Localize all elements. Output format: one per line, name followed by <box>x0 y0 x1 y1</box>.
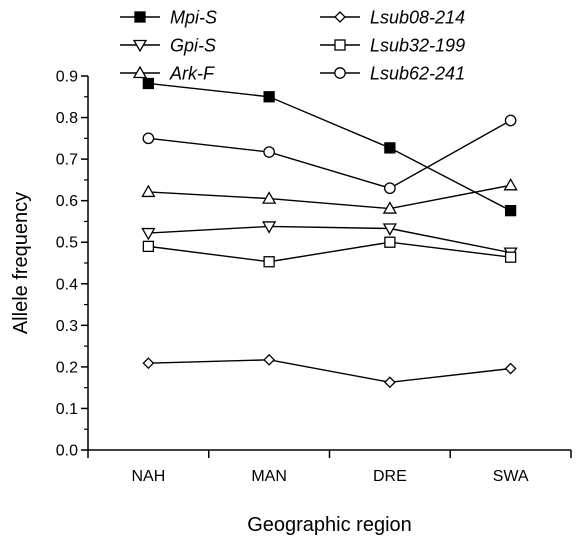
data-point <box>263 146 275 158</box>
legend-marker <box>134 11 146 23</box>
y-tick-label: 0.3 <box>56 318 78 335</box>
data-point <box>504 114 517 127</box>
x-axis-title: Geographic region <box>247 514 412 536</box>
x-tick-label: MAN <box>251 468 287 485</box>
x-tick-label: SWA <box>493 468 529 485</box>
series-Ark-F <box>141 177 518 214</box>
x-ticks: NAH MAN DRE SWA <box>87 450 572 485</box>
series-line <box>148 119 511 189</box>
legend-item: Lsub62-241 <box>320 64 465 84</box>
series-line <box>148 241 511 263</box>
data-point <box>142 357 155 370</box>
series-Mpi-S <box>142 77 517 217</box>
y-tick-label: 0.0 <box>56 443 78 460</box>
data-point <box>142 132 155 145</box>
legend-item: Lsub32-199 <box>320 36 465 56</box>
legend-label: Lsub62-241 <box>370 64 465 84</box>
legend-label: Mpi-S <box>170 8 217 28</box>
data-point <box>383 376 396 389</box>
series-line <box>148 359 511 383</box>
data-point <box>142 77 155 90</box>
series-line <box>148 225 511 254</box>
data-point <box>141 227 156 241</box>
x-tick-label: NAH <box>131 468 165 485</box>
y-tick-label: 0.6 <box>56 193 78 210</box>
legend-marker <box>132 39 148 53</box>
x-tick-label: DRE <box>373 468 407 485</box>
y-ticks: 0.0 0.1 0.2 0.3 0.4 0.5 0.6 0.7 0.8 0.9 <box>56 69 88 460</box>
series-layer <box>141 77 518 389</box>
data-point <box>263 353 276 366</box>
legend-item: Ark-F <box>120 64 215 84</box>
data-point <box>262 221 277 234</box>
data-point <box>384 142 396 154</box>
axes: 0.0 0.1 0.2 0.3 0.4 0.5 0.6 0.7 0.8 0.9 NAH MAN DRE… <box>56 69 572 485</box>
data-point <box>384 236 396 248</box>
data-point <box>263 256 275 268</box>
legend-marker <box>334 67 346 79</box>
series-Lsub08-214 <box>142 353 517 389</box>
legend: Mpi-S Gpi-S Ark-F Lsub08-214 Lsub32-199 Lsub6… <box>120 8 465 84</box>
series-Gpi-S <box>141 221 518 260</box>
series-Lsub62-241 <box>142 114 517 195</box>
legend-item: Mpi-S <box>120 8 217 28</box>
legend-label: Ark-F <box>169 64 215 84</box>
y-axis-title: Allele frequency <box>10 192 32 334</box>
data-point <box>262 191 277 204</box>
series-Lsub32-199 <box>142 236 517 268</box>
legend-marker <box>334 39 346 51</box>
legend-label: Lsub08-214 <box>370 8 465 28</box>
y-tick-label: 0.1 <box>56 401 78 418</box>
data-point <box>384 182 396 195</box>
y-tick-label: 0.9 <box>56 69 78 86</box>
data-point <box>504 204 517 217</box>
legend-item: Gpi-S <box>120 36 216 56</box>
y-tick-label: 0.2 <box>56 359 78 376</box>
series-line <box>148 82 511 212</box>
data-point <box>503 177 518 191</box>
y-tick-label: 0.4 <box>56 276 78 293</box>
data-point <box>141 184 156 198</box>
data-point <box>504 251 517 263</box>
legend-label: Lsub32-199 <box>370 36 465 56</box>
data-point <box>263 91 275 103</box>
legend-marker <box>334 11 346 23</box>
data-point <box>382 201 397 214</box>
y-tick-label: 0.7 <box>56 152 78 169</box>
y-tick-label: 0.8 <box>56 110 78 127</box>
data-point <box>504 362 517 375</box>
legend-item: Lsub08-214 <box>320 8 465 28</box>
series-line <box>148 184 511 210</box>
y-tick-label: 0.5 <box>56 235 78 252</box>
data-point <box>382 223 397 236</box>
legend-marker <box>132 65 148 79</box>
legend-label: Gpi-S <box>170 36 216 56</box>
data-point <box>142 240 155 253</box>
